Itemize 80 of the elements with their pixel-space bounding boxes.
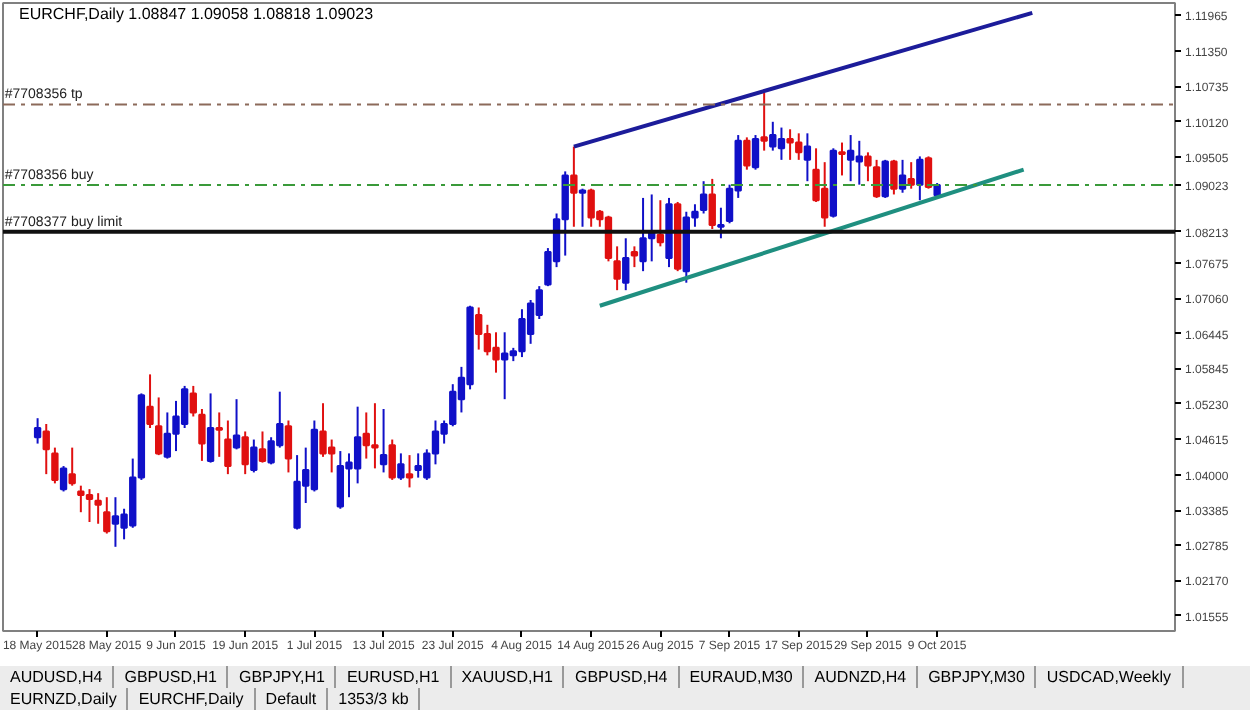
- candlestick: [518, 308, 526, 359]
- candlestick: [258, 430, 267, 464]
- candlestick: [241, 430, 249, 476]
- text: AUDNZD,H4: [804, 666, 919, 689]
- candlestick: [215, 411, 223, 458]
- candlestick: [500, 331, 509, 401]
- candlestick: [475, 306, 483, 351]
- candlestick: [206, 392, 215, 464]
- candlestick: [708, 177, 716, 231]
- candlestick: [613, 245, 621, 292]
- candlestick: [353, 405, 362, 485]
- text: GBPUSD,H4: [564, 666, 680, 689]
- candlestick: [769, 120, 777, 152]
- candlestick: [916, 155, 924, 202]
- candlestick: [94, 492, 102, 525]
- candlestick: [336, 450, 345, 510]
- chart-title: EURCHF,Daily 1.08847 1.09058 1.08818 1.09023: [19, 5, 375, 23]
- candlestick: [397, 452, 405, 481]
- candlestick: [85, 488, 94, 524]
- text: EURUSD,H1: [336, 666, 452, 689]
- text: 1353/3 kb: [328, 688, 421, 710]
- candlestick: [777, 126, 786, 161]
- candlestick: [388, 438, 396, 481]
- candlestick: [622, 237, 630, 292]
- candlestick: [717, 206, 725, 240]
- candlestick: [33, 417, 42, 445]
- candlestick: [838, 141, 846, 177]
- candlestick: [578, 187, 587, 228]
- candlestick: [587, 187, 595, 228]
- text: XAUUSD,H1: [451, 666, 565, 689]
- candlestick: [907, 161, 915, 190]
- text: EURAUD,M30: [679, 666, 805, 689]
- candlestick: [111, 496, 120, 548]
- candlestick: [146, 373, 154, 430]
- text: GBPJPY,M30: [918, 666, 1037, 689]
- text: Default: [255, 688, 329, 710]
- candlestick: [371, 402, 379, 470]
- text: GBPJPY,H1: [228, 666, 337, 689]
- candlestick: [77, 484, 85, 514]
- candlestick: [699, 180, 708, 215]
- candlestick: [68, 446, 76, 487]
- candlestick: [760, 91, 768, 152]
- candlestick: [639, 196, 647, 273]
- candlestick: [250, 438, 258, 474]
- text: AUDUSD,H4: [0, 666, 115, 689]
- candlestick: [189, 384, 197, 418]
- candlestick: [293, 454, 301, 531]
- candlestick: [492, 331, 500, 374]
- candlestick: [846, 134, 855, 183]
- candlestick: [51, 446, 59, 485]
- text: GBPUSD,H1: [114, 666, 229, 689]
- candlestick: [570, 145, 578, 228]
- candlestick: [42, 422, 50, 476]
- candlestick: [751, 134, 760, 171]
- candlestick: [319, 402, 327, 458]
- candlestick: [881, 158, 889, 199]
- candlestick: [198, 407, 206, 462]
- candlestick: [379, 407, 388, 474]
- candlestick: [743, 136, 751, 171]
- candlestick: [924, 155, 933, 190]
- candlestick: [103, 496, 111, 535]
- candlestick: [890, 158, 898, 196]
- text: EURCHF,Daily: [128, 688, 256, 710]
- candlestick: [630, 245, 639, 269]
- candlestick: [786, 128, 794, 161]
- candlestick: [284, 419, 293, 474]
- text: EURNZD,Daily: [0, 688, 129, 710]
- candlestick: [59, 465, 68, 493]
- candlestick: [855, 139, 863, 186]
- candlestick: [561, 170, 569, 257]
- candlestick: [232, 398, 241, 451]
- text: USDCAD,Weekly: [1036, 666, 1183, 689]
- candlestick: [872, 158, 881, 199]
- candlestick: [656, 199, 665, 248]
- candlestick: [155, 396, 163, 457]
- candlestick: [405, 454, 414, 489]
- candlestick: [163, 411, 172, 460]
- candlestick: [803, 132, 812, 183]
- candlestick: [224, 419, 232, 476]
- candlestick: [180, 384, 189, 430]
